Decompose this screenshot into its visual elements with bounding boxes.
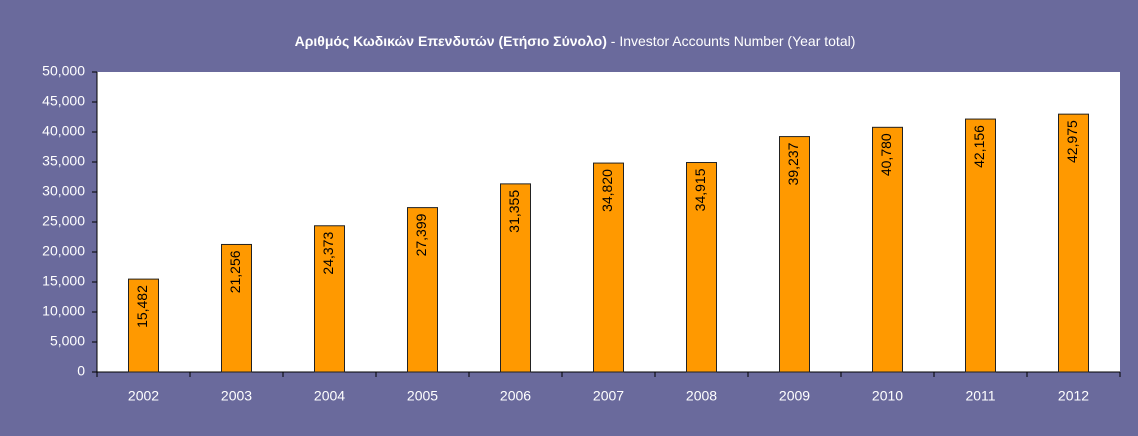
value-label: 42,156 — [971, 125, 987, 168]
bar — [593, 162, 624, 373]
x-tick-label: 2003 — [221, 388, 252, 404]
bar — [1058, 113, 1089, 373]
y-tick-label: 20,000 — [42, 243, 85, 259]
bar — [407, 207, 438, 373]
y-tick-label: 10,000 — [42, 303, 85, 319]
y-tick-label: 40,000 — [42, 123, 85, 139]
x-tick-label: 2007 — [593, 388, 624, 404]
y-tick-label: 50,000 — [42, 63, 85, 79]
value-label: 24,373 — [320, 232, 336, 275]
value-label: 15,482 — [134, 285, 150, 328]
bar — [965, 118, 996, 373]
y-tick-label: 35,000 — [42, 153, 85, 169]
x-tick-label: 2008 — [686, 388, 717, 404]
title-sub: - Investor Accounts Number (Year total) — [611, 33, 856, 49]
chart-title: Αριθμός Κωδικών Επενδυτών (Ετήσιο Σύνολο… — [295, 33, 856, 49]
value-label: 34,820 — [599, 169, 615, 212]
bar — [872, 126, 903, 373]
value-label: 21,256 — [227, 250, 243, 293]
y-tick-label: 0 — [77, 363, 85, 379]
bar — [686, 162, 717, 373]
bar — [221, 243, 252, 373]
y-tick-label: 30,000 — [42, 183, 85, 199]
y-tick-label: 25,000 — [42, 213, 85, 229]
bar — [128, 278, 159, 373]
value-label: 27,399 — [413, 213, 429, 256]
x-tick-label: 2004 — [314, 388, 345, 404]
value-label: 39,237 — [785, 142, 801, 185]
x-tick-label: 2009 — [779, 388, 810, 404]
x-tick-label: 2005 — [407, 388, 438, 404]
y-tick-label: 5,000 — [50, 333, 85, 349]
x-tick-label: 2012 — [1058, 388, 1089, 404]
x-tick-label: 2006 — [500, 388, 531, 404]
value-label: 31,355 — [506, 190, 522, 233]
value-label: 34,915 — [692, 168, 708, 211]
y-tick-label: 45,000 — [42, 93, 85, 109]
value-label: 40,780 — [878, 133, 894, 176]
bar — [500, 183, 531, 373]
x-tick-label: 2002 — [128, 388, 159, 404]
y-tick-label: 15,000 — [42, 273, 85, 289]
title-main: Αριθμός Κωδικών Επενδυτών (Ετήσιο Σύνολο… — [295, 33, 607, 49]
bar — [779, 136, 810, 373]
bar — [314, 225, 345, 373]
x-tick-label: 2010 — [872, 388, 903, 404]
x-tick-label: 2011 — [965, 388, 995, 404]
value-label: 42,975 — [1064, 120, 1080, 163]
